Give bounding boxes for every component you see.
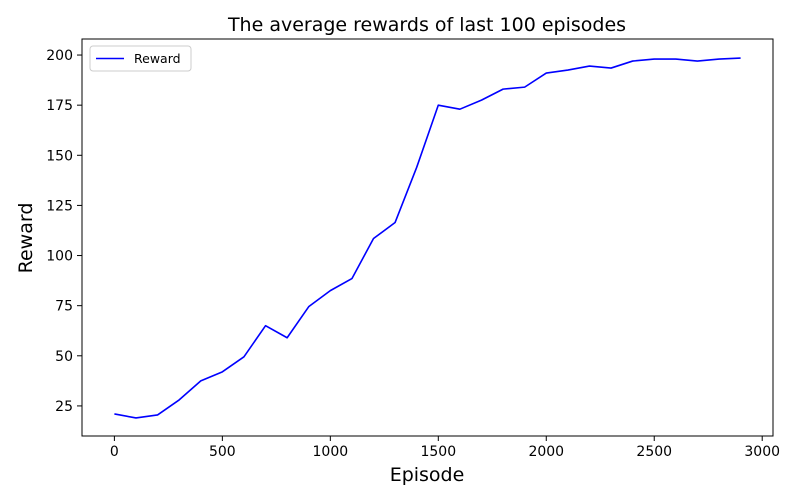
x-tick-label: 3000: [744, 444, 780, 460]
y-axis-label: Reward: [15, 203, 37, 274]
plot-area: 0 500 1000 1500 2000 2500 3000 25 50 75 100 125 150 1…: [46, 38, 780, 460]
y-tick-label: 200: [46, 48, 73, 64]
y-tick-label: 100: [46, 249, 73, 265]
series-line-reward: [114, 57, 741, 419]
x-tick-label: 1500: [420, 444, 456, 460]
legend-box: [89, 45, 192, 72]
x-tick-label: 2000: [528, 444, 564, 460]
x-tick-label: 2500: [636, 444, 672, 460]
y-tick-label: 150: [46, 148, 73, 164]
y-tick-label: 175: [46, 98, 73, 114]
x-tick-label: 500: [209, 444, 236, 460]
y-tick-label: 125: [46, 198, 73, 214]
y-tick-label: 25: [55, 399, 73, 415]
x-tick-label: 0: [110, 444, 119, 460]
plot-frame: [81, 38, 774, 437]
x-axis-label: Episode: [390, 464, 465, 486]
y-tick-label: 50: [55, 349, 73, 365]
y-tick-label: 75: [55, 299, 73, 315]
x-tick-label: 1000: [313, 444, 349, 460]
chart-title: The average rewards of last 100 episodes: [227, 14, 626, 36]
legend-label: Reward: [134, 51, 181, 66]
